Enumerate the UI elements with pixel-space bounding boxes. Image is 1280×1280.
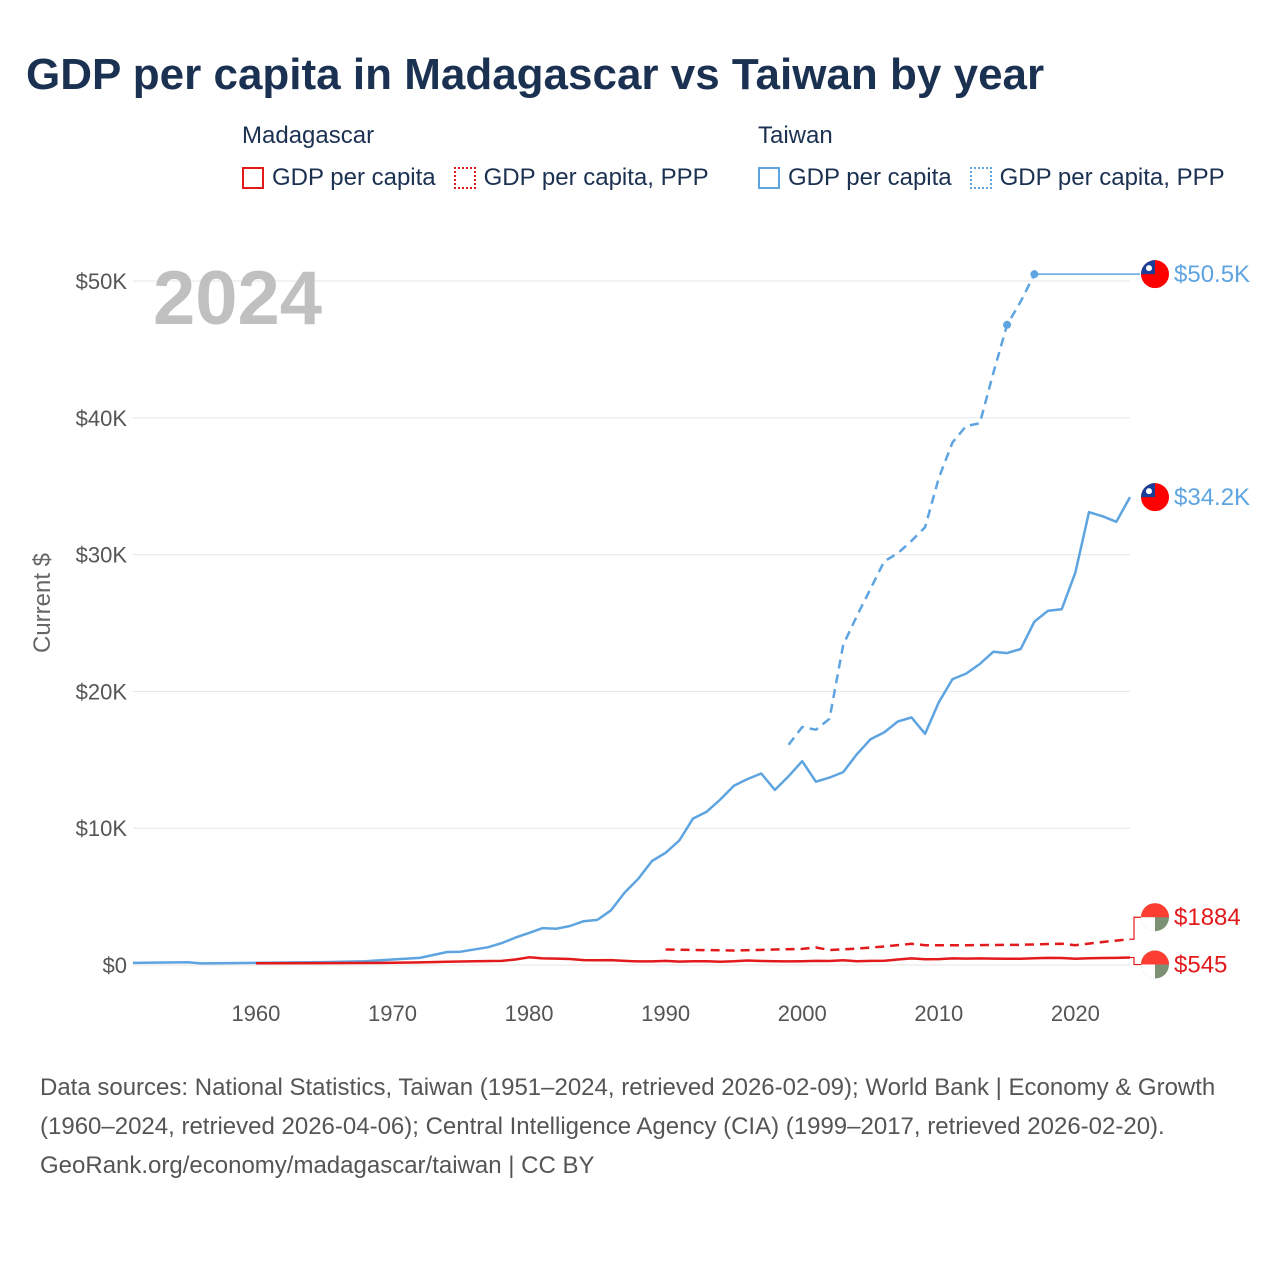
end-value-label: $1884 [1174, 904, 1241, 931]
legend-swatch-solid-icon [242, 167, 264, 189]
legend-swatch-dotted-icon [969, 167, 992, 189]
madagascar-flag-icon [1141, 903, 1169, 932]
y-tick-label: $50K [76, 269, 128, 294]
label-leader [1130, 956, 1141, 966]
axis-layer: $0 $10K $20K $30K $40K $50K 1960 1970 1980 1990 20… [76, 269, 1100, 1026]
legend-item-taiwan-gdp-ppp[interactable]: GDP per capita, PPP [969, 164, 1225, 192]
end-value-label: $545 [1174, 952, 1227, 979]
x-tick-label: 2020 [1051, 1001, 1100, 1026]
x-tick-label: 1960 [231, 1001, 280, 1026]
series-layer [132, 270, 1141, 966]
y-tick-label: $10K [76, 816, 128, 841]
data-sources: Data sources: National Statistics, Taiwa… [40, 1074, 1216, 1140]
series-line[interactable] [665, 937, 1131, 952]
legend-swatch-dotted-icon [453, 167, 476, 189]
legend-label: GDP per capita, PPP [999, 164, 1225, 191]
legend-madagascar: Madagascar GDP per capita GDP per capita… [242, 122, 727, 192]
end-value-label: $50.5K [1174, 261, 1250, 288]
legend-label: GDP per capita [788, 164, 952, 191]
year-watermark: 2024 [153, 256, 322, 341]
label-leader [1130, 916, 1141, 940]
legend-item-madagascar-gdp-ppp[interactable]: GDP per capita, PPP [453, 164, 709, 192]
credit-link[interactable]: GeoRank.org/economy/madagascar/taiwan | … [40, 1152, 595, 1179]
x-tick-label: 1970 [368, 1001, 417, 1026]
series-line[interactable] [132, 496, 1132, 965]
taiwan-flag-icon [1141, 483, 1169, 512]
page-title: GDP per capita in Madagascar vs Taiwan b… [26, 50, 1045, 99]
grid-layer [133, 280, 1130, 966]
end-value-label: $34.2K [1174, 484, 1250, 511]
legend-country-madagascar: Madagascar [242, 122, 375, 149]
legend-item-taiwan-gdp[interactable]: GDP per capita [758, 164, 952, 192]
y-axis-label: Current $ [29, 553, 56, 653]
series-line[interactable] [255, 956, 1131, 965]
y-tick-label: $40K [76, 406, 128, 431]
x-tick-label: 1980 [505, 1001, 554, 1026]
taiwan-flag-icon [1141, 260, 1169, 289]
data-point-marker[interactable] [1030, 270, 1039, 279]
x-tick-label: 2000 [778, 1001, 827, 1026]
end-label-layer: $34.2K $50.5K $545 $1884 [1141, 260, 1250, 979]
legend-country-taiwan: Taiwan [758, 122, 833, 149]
legend-swatch-solid-icon [758, 167, 780, 189]
legend-label: GDP per capita [272, 164, 436, 191]
legend-item-madagascar-gdp[interactable]: GDP per capita [242, 164, 436, 192]
data-point-marker[interactable] [1003, 320, 1012, 329]
y-tick-label: $30K [76, 543, 128, 568]
madagascar-flag-icon [1141, 950, 1169, 979]
series-line[interactable] [787, 273, 1036, 746]
y-tick-label: $20K [76, 679, 128, 704]
x-tick-label: 1990 [641, 1001, 690, 1026]
y-tick-label: $0 [103, 953, 127, 978]
footer: Data sources: National Statistics, Taiwa… [40, 1068, 1230, 1185]
legend-label: GDP per capita, PPP [483, 164, 709, 191]
legend-taiwan: Taiwan GDP per capita GDP per capita, PP… [758, 122, 1243, 192]
x-tick-label: 2010 [914, 1001, 963, 1026]
